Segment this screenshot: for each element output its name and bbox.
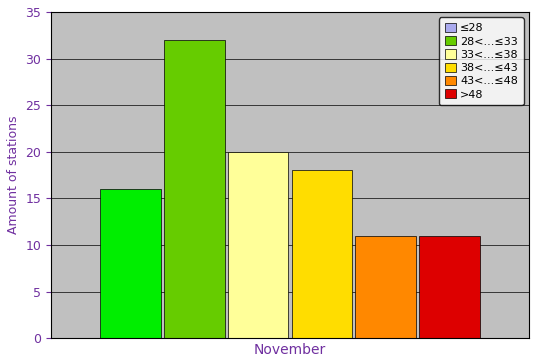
Legend: ≤28, 28<...≤33, 33<...≤38, 38<...≤43, 43<...≤48, >48: ≤28, 28<...≤33, 33<...≤38, 38<...≤43, 43… bbox=[439, 17, 524, 105]
Bar bbox=[292, 170, 352, 338]
Y-axis label: Amount of stations: Amount of stations bbox=[7, 116, 20, 234]
Bar bbox=[100, 189, 161, 338]
Bar bbox=[419, 236, 480, 338]
Bar bbox=[355, 236, 416, 338]
Bar bbox=[164, 40, 225, 338]
Bar bbox=[228, 152, 288, 338]
